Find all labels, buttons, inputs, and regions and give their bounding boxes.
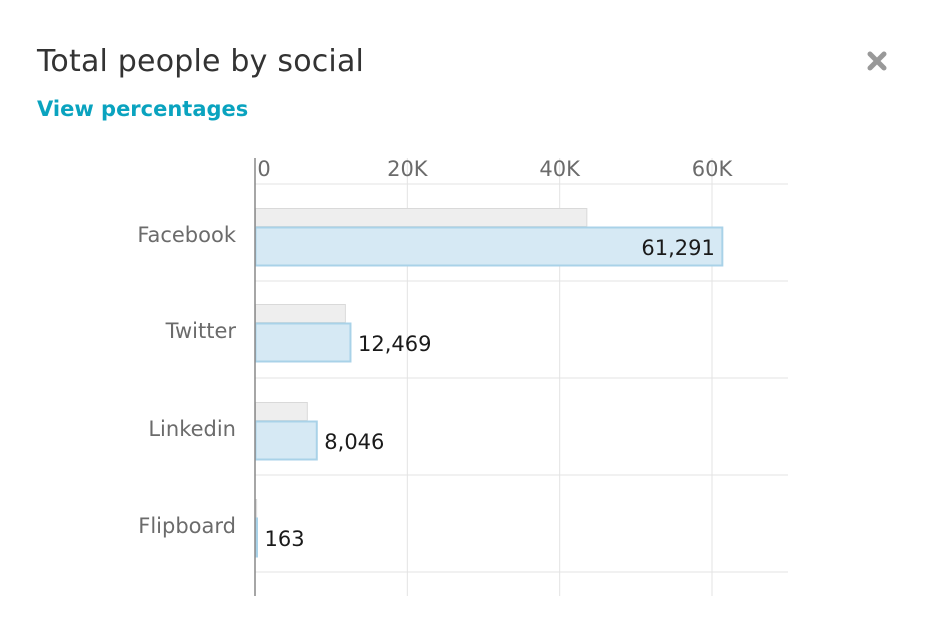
x-tick-label-3: 60K bbox=[692, 157, 734, 181]
labels: Facebook 61,291 Twitter 12,469 Linkedin 8,046… bbox=[137, 223, 715, 551]
x-tick-label-1: 20K bbox=[387, 157, 429, 181]
bars bbox=[254, 208, 724, 558]
bar-primary-linkedin bbox=[254, 420, 318, 461]
bar-secondary-facebook bbox=[255, 208, 588, 227]
close-button[interactable] bbox=[864, 48, 890, 74]
category-label-twitter: Twitter bbox=[165, 319, 237, 343]
category-label-linkedin: Linkedin bbox=[148, 417, 236, 441]
value-label-twitter: 12,469 bbox=[358, 332, 431, 356]
category-label-facebook: Facebook bbox=[137, 223, 237, 247]
bar-secondary-twitter bbox=[255, 304, 346, 323]
value-label-linkedin: 8,046 bbox=[324, 430, 384, 454]
bar-primary-twitter bbox=[254, 322, 352, 363]
x-tick-label-0: 0 bbox=[257, 157, 270, 181]
close-icon bbox=[867, 51, 887, 71]
x-tick-label-2: 40K bbox=[539, 157, 581, 181]
view-percentages-link[interactable]: View percentages bbox=[37, 97, 249, 121]
category-label-flipboard: Flipboard bbox=[138, 514, 236, 538]
value-label-flipboard: 163 bbox=[265, 527, 305, 551]
value-label-facebook: 61,291 bbox=[641, 236, 714, 260]
bar-secondary-linkedin bbox=[255, 402, 308, 421]
chart-title: Total people by social bbox=[37, 44, 365, 79]
x-axis-ticks: 0 20K 40K 60K bbox=[257, 157, 733, 181]
bar-primary-facebook bbox=[254, 226, 724, 267]
